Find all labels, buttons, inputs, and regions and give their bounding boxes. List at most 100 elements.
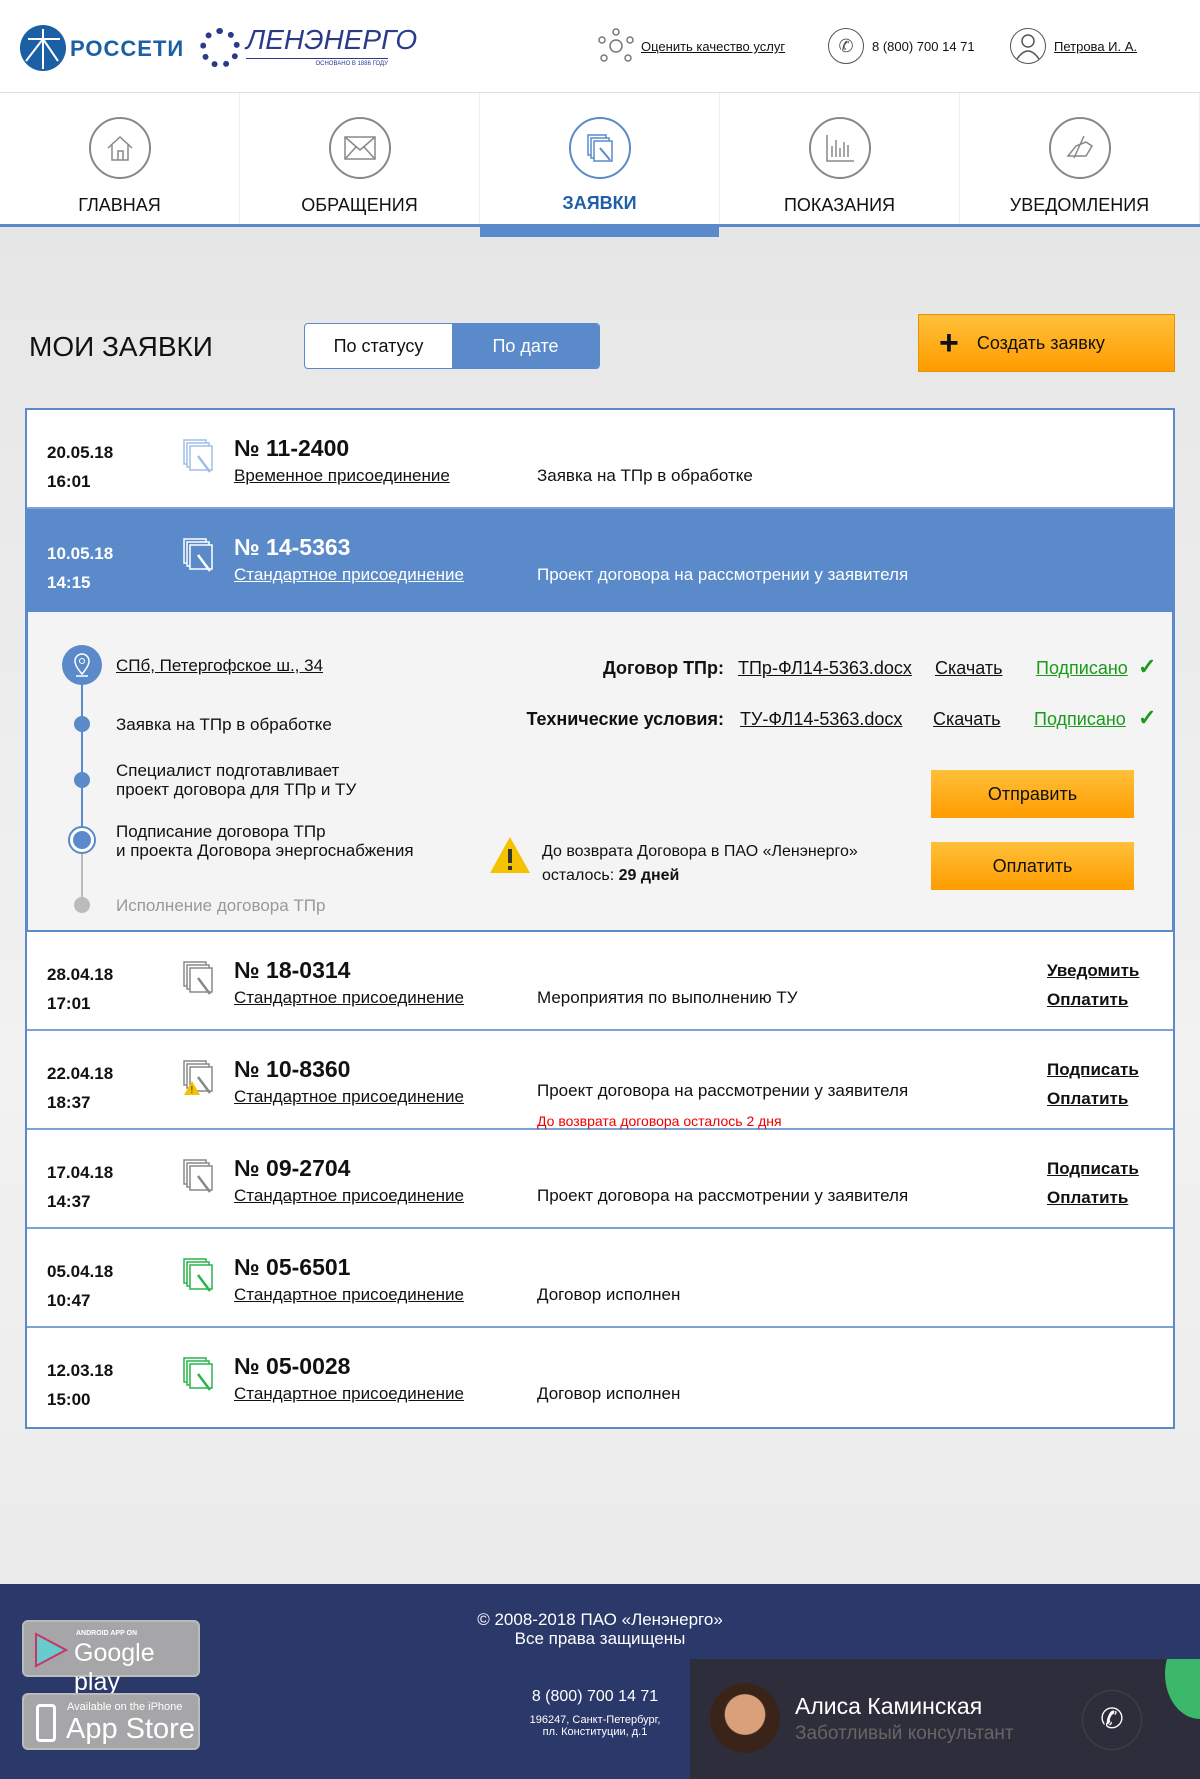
envelope-icon xyxy=(328,117,391,179)
request-row[interactable]: 10.05.18 14:15 № 14-5363 Стандартное прис… xyxy=(27,509,1173,612)
footer-contacts: 8 (800) 700 14 71 196247, Санкт-Петербур… xyxy=(480,1688,710,1738)
header-phone[interactable]: 8 (800) 700 14 71 xyxy=(872,39,975,54)
google-play-small: ANDROID APP ON xyxy=(76,1630,138,1637)
sort-by-date-button[interactable]: По дате xyxy=(452,324,599,368)
home-icon xyxy=(88,117,151,179)
address-link[interactable]: СПб, Петергофское ш., 34 xyxy=(116,656,324,675)
nav-label: ГЛАВНАЯ xyxy=(78,195,161,215)
hand-pen-icon xyxy=(1048,117,1111,179)
request-status: Договор исполнен xyxy=(537,1384,681,1403)
check-icon: ✓ xyxy=(1138,654,1157,679)
request-number: № 09-2704 xyxy=(234,1155,351,1181)
header: РОССЕТИ ЛЕНЭНЕРГО ОСНОВАНО В 1886 ГОДУ О… xyxy=(0,0,1200,93)
request-date: 20.05.18 xyxy=(47,443,114,462)
nav-label: ОБРАЩЕНИЯ xyxy=(301,195,418,215)
footer-address-line2: пл. Конституции, д.1 xyxy=(542,1726,648,1738)
request-action-link[interactable]: Подписать xyxy=(1047,1159,1139,1178)
request-row[interactable]: 22.04.18 18:37 ! № 10-8360 Стандартное пр… xyxy=(27,1031,1173,1130)
user-profile-link[interactable]: Петрова И. А. xyxy=(1054,39,1138,54)
document-icon: ! xyxy=(183,1060,213,1096)
request-time: 17:01 xyxy=(47,994,91,1013)
copyright-text: © 2008-2018 ПАО «Ленэнерго» xyxy=(477,1610,723,1629)
pay-button[interactable]: Оплатить xyxy=(931,842,1134,890)
request-type-link[interactable]: Стандартное присоединение xyxy=(234,1285,464,1304)
request-row[interactable]: 28.04.18 17:01 № 18-0314 Стандартное прис… xyxy=(27,932,1173,1031)
request-type-link[interactable]: Временное присоединение xyxy=(234,466,450,485)
copyright: © 2008-2018 ПАО «Ленэнерго» Все права защ… xyxy=(400,1610,800,1648)
lenenergo-logo-icon xyxy=(200,28,240,68)
request-row[interactable]: 05.04.18 10:47 № 05-6501 Стандартное прис… xyxy=(27,1229,1173,1328)
nav-item-requests[interactable]: ЗАЯВКИ xyxy=(480,93,720,237)
rights-text: Все права защищены xyxy=(514,1629,686,1648)
completed-document-icon xyxy=(183,1357,213,1391)
request-type-link[interactable]: Стандартное присоединение xyxy=(234,988,464,1007)
rosseti-logo-icon xyxy=(20,25,66,71)
footer-address-line1: 196247, Санкт-Петербург, xyxy=(529,1714,661,1726)
request-date: 10.05.18 xyxy=(47,544,114,563)
sort-by-status-button[interactable]: По статусу xyxy=(333,335,424,356)
app-store-small: Available on the iPhone xyxy=(67,1701,183,1713)
footer: ANDROID APP ON Google play Available on … xyxy=(0,1584,1200,1779)
request-status: Договор исполнен xyxy=(537,1285,681,1304)
document-file-link[interactable]: ТПр-ФЛ14-5363.docx xyxy=(738,658,912,678)
download-link[interactable]: Скачать xyxy=(935,658,1003,678)
user-icon xyxy=(1010,28,1046,64)
request-number: № 11-2400 xyxy=(234,435,350,461)
request-number: № 05-6501 xyxy=(234,1254,351,1280)
footer-phone[interactable]: 8 (800) 700 14 71 xyxy=(531,1688,659,1705)
nav-item-notifications[interactable]: УВЕДОМЛЕНИЯ xyxy=(960,93,1200,224)
send-button[interactable]: Отправить xyxy=(931,770,1134,818)
request-time: 10:47 xyxy=(47,1291,91,1310)
request-type-link[interactable]: Стандартное присоединение xyxy=(234,565,464,584)
lenenergo-logo: ЛЕНЭНЕРГО xyxy=(246,24,418,55)
request-number: № 10-8360 xyxy=(234,1056,351,1082)
documents-icon xyxy=(568,117,631,179)
request-row[interactable]: 20.05.18 16:01 № 11-2400 Временное присое… xyxy=(27,410,1173,509)
rate-service-link[interactable]: Оценить качество услуг xyxy=(641,39,786,54)
create-request-button[interactable]: + Создать заявку xyxy=(918,314,1175,372)
download-link[interactable]: Скачать xyxy=(933,709,1001,729)
timeline-dot xyxy=(74,897,90,913)
request-row[interactable]: 17.04.18 14:37 № 09-2704 Стандартное прис… xyxy=(27,1130,1173,1229)
app-store-label: App Store xyxy=(66,1713,195,1745)
network-icon xyxy=(596,28,636,69)
timeline-current-marker xyxy=(68,826,96,854)
nav-item-readings[interactable]: ПОКАЗАНИЯ xyxy=(720,93,960,224)
timeline-dot xyxy=(74,772,90,788)
document-file-link[interactable]: ТУ-ФЛ14-5363.docx xyxy=(740,709,903,729)
page-title: МОИ ЗАЯВКИ xyxy=(29,331,213,362)
app-store-badge[interactable]: Available on the iPhone App Store xyxy=(22,1693,200,1750)
nav-item-appeals[interactable]: ОБРАЩЕНИЯ xyxy=(240,93,480,224)
request-date: 12.03.18 xyxy=(47,1361,114,1380)
request-status: Проект договора на рассмотрении у заявит… xyxy=(537,1186,909,1205)
warning-icon xyxy=(488,835,532,880)
request-row[interactable]: 12.03.18 15:00 № 05-0028 Стандартное прис… xyxy=(27,1328,1173,1427)
request-number: № 05-0028 xyxy=(234,1353,351,1379)
document-label: Технические условия: xyxy=(526,709,724,729)
request-type-link[interactable]: Стандартное присоединение xyxy=(234,1384,464,1403)
timeline-dot xyxy=(74,716,90,732)
call-button[interactable]: ✆ xyxy=(1082,1690,1142,1750)
consultant-widget[interactable]: Алиса Каминская Заботливый консультант ✆ xyxy=(690,1659,1200,1779)
timeline-step: Заявка на ТПр в обработке xyxy=(116,714,332,734)
request-action-link[interactable]: Подписать xyxy=(1047,1060,1139,1079)
google-play-badge[interactable]: ANDROID APP ON Google play xyxy=(22,1620,200,1696)
request-action-link[interactable]: Оплатить xyxy=(1047,990,1129,1009)
request-type-link[interactable]: Стандартное присоединение xyxy=(234,1087,464,1106)
document-label: Договор ТПр: xyxy=(602,658,724,678)
request-datetime: 05.04.18 10:47 xyxy=(47,1257,113,1315)
plus-icon: + xyxy=(939,324,959,362)
check-icon: ✓ xyxy=(1138,705,1157,730)
iphone-icon xyxy=(36,1704,56,1742)
request-time: 16:01 xyxy=(47,472,91,491)
nav-item-home[interactable]: ГЛАВНАЯ xyxy=(0,93,240,224)
request-action-link[interactable]: Оплатить xyxy=(1047,1089,1129,1108)
request-action-link[interactable]: Оплатить xyxy=(1047,1188,1129,1207)
request-type-link[interactable]: Стандартное присоединение xyxy=(234,1186,464,1205)
timeline-line-pending xyxy=(81,842,83,902)
remaining-label: осталось: xyxy=(542,867,615,884)
timeline-step: Исполнение договора ТПр xyxy=(116,895,326,915)
document-icon xyxy=(183,1159,213,1193)
request-action-link[interactable]: Уведомить xyxy=(1047,961,1140,980)
google-play-label: Google play xyxy=(74,1639,155,1696)
